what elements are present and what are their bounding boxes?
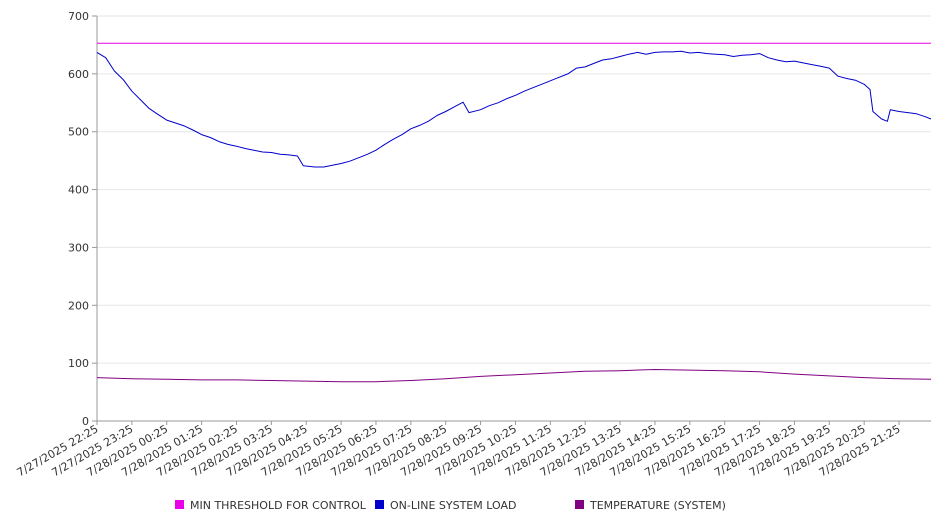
legend-label: ON-LINE SYSTEM LOAD [390, 499, 516, 512]
legend-swatch [575, 500, 584, 509]
axes [96, 16, 931, 422]
y-tick-label: 100 [68, 357, 89, 370]
series-line-2 [96, 50, 932, 168]
y-tick-label: 200 [68, 299, 89, 312]
y-tick-label: 300 [68, 241, 89, 254]
y-tick-label: 600 [68, 68, 89, 81]
x-axis-ticks: 7/27/2025 22:257/27/2025 23:257/28/2025 … [15, 421, 903, 479]
legend: MIN THRESHOLD FOR CONTROL ON-LINE SYSTEM … [175, 499, 726, 512]
legend-label: TEMPERATURE (SYSTEM) [589, 499, 726, 512]
y-tick-label: 500 [68, 126, 89, 139]
y-axis-ticks: 0 100 200 300 400 500 600 700 [68, 10, 97, 428]
y-tick-label: 400 [68, 184, 89, 197]
legend-label: MIN THRESHOLD FOR CONTROL [190, 499, 367, 512]
legend-swatch [175, 500, 184, 509]
legend-swatch [375, 500, 384, 509]
series-lines [96, 42, 932, 383]
y-tick-label: 700 [68, 10, 89, 23]
grid-lines [97, 15, 931, 364]
series-line-3 [96, 369, 932, 383]
y-tick-label: 0 [82, 415, 89, 428]
